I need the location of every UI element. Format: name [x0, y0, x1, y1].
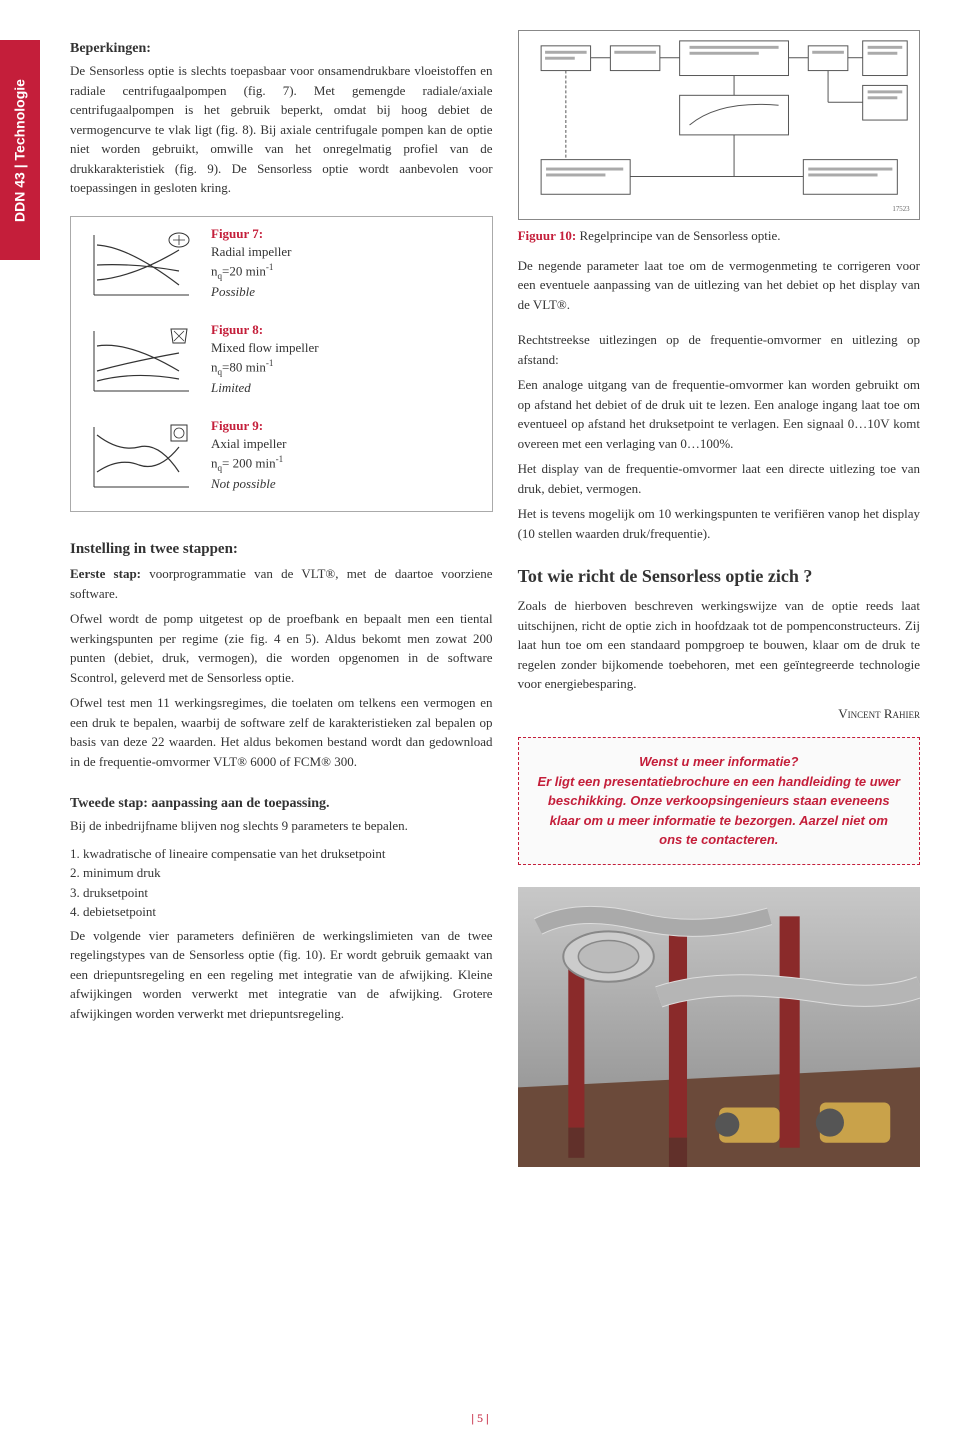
- beperkingen-body: De Sensorless optie is slechts toepasbaa…: [70, 61, 493, 198]
- figure-9-caption: Figuur 9: Axial impeller nq= 200 min-1 N…: [211, 417, 286, 493]
- figure-8-line1: Mixed flow impeller: [211, 339, 319, 357]
- figure-9-row: Figuur 9: Axial impeller nq= 200 min-1 N…: [79, 417, 484, 499]
- right-p3: Een analoge uitgang van de frequentie-om…: [518, 375, 920, 453]
- param-1: 1. kwadratische of lineaire compensatie …: [70, 844, 493, 864]
- figure-10-text: Regelprincipe van de Sensorless optie.: [576, 228, 780, 243]
- tweede-stap-heading: Tweede stap: aanpassing aan de toepassin…: [70, 793, 493, 814]
- figure-8-line3: Limited: [211, 379, 319, 397]
- info-callout: Wenst u meer informatie? Er ligt een pre…: [518, 737, 920, 865]
- figure-8-row: Figuur 8: Mixed flow impeller nq=80 min-…: [79, 321, 484, 403]
- figure-8-caption: Figuur 8: Mixed flow impeller nq=80 min-…: [211, 321, 319, 397]
- svg-text:17523: 17523: [892, 206, 910, 213]
- param-3: 3. druksetpoint: [70, 883, 493, 903]
- page-number: | 5 |: [471, 1409, 488, 1427]
- target-body: Zoals de hierboven beschreven werkingswi…: [518, 596, 920, 694]
- instelling-heading: Instelling in twee stappen:: [70, 538, 493, 561]
- beperkingen-heading: Beperkingen:: [70, 38, 493, 59]
- tweede-stap-tail: De volgende vier parameters definiëren d…: [70, 926, 493, 1024]
- callout-line1: Wenst u meer informatie?: [537, 752, 901, 772]
- sidebar-tab-label: DDN 43 | Technologie: [10, 61, 31, 241]
- param-2: 2. minimum druk: [70, 863, 493, 883]
- callout-line2: Er ligt een presentatiebrochure en een h…: [537, 772, 901, 850]
- figure-9-line2: nq= 200 min-1: [211, 453, 286, 475]
- figure-7-line1: Radial impeller: [211, 243, 292, 261]
- figure-9-line1: Axial impeller: [211, 435, 286, 453]
- figure-9-thumb: [79, 417, 199, 499]
- eerste-stap-p3: Ofwel test men 11 werkingsregimes, die t…: [70, 693, 493, 771]
- industrial-photo: [518, 887, 920, 1167]
- right-column: 17523 Figuur 10: Regelprincipe van de Se…: [518, 30, 920, 1167]
- figure-9-line3: Not possible: [211, 475, 286, 493]
- eerste-stap-p1: Eerste stap: voorprogrammatie van de VLT…: [70, 564, 493, 603]
- param-4: 4. debietsetpoint: [70, 902, 493, 922]
- figure-10-caption: Figuur 10: Regelprincipe van de Sensorle…: [518, 226, 920, 246]
- right-p5: Het is tevens mogelijk om 10 werkingspun…: [518, 504, 920, 543]
- sidebar-tab: DDN 43 | Technologie: [0, 40, 40, 260]
- figure-7-thumb: [79, 225, 199, 307]
- figures-box: Figuur 7: Radial impeller nq=20 min-1 Po…: [70, 216, 493, 512]
- figure-8-thumb: [79, 321, 199, 403]
- right-p2: Rechtstreekse uitlezingen op de frequent…: [518, 330, 920, 369]
- right-p1: De negende parameter laat toe om de verm…: [518, 256, 920, 315]
- target-heading: Tot wie richt de Sensorless optie zich ?: [518, 563, 920, 590]
- figure-7-caption: Figuur 7: Radial impeller nq=20 min-1 Po…: [211, 225, 292, 301]
- figure-7-row: Figuur 7: Radial impeller nq=20 min-1 Po…: [79, 225, 484, 307]
- tweede-stap-intro: Bij de inbedrijfname blijven nog slechts…: [70, 816, 493, 836]
- figure-10-label: Figuur 10:: [518, 228, 577, 243]
- figure-8-line2: nq=80 min-1: [211, 357, 319, 379]
- figure-7-line3: Possible: [211, 283, 292, 301]
- eerste-stap-p2: Ofwel wordt de pomp uitgetest op de proe…: [70, 609, 493, 687]
- figure-7-title: Figuur 7:: [211, 225, 292, 243]
- figure-9-title: Figuur 9:: [211, 417, 286, 435]
- figure-10-diagram: 17523: [518, 30, 920, 220]
- param-list: 1. kwadratische of lineaire compensatie …: [70, 844, 493, 922]
- figure-8-title: Figuur 8:: [211, 321, 319, 339]
- left-column: Beperkingen: De Sensorless optie is slec…: [70, 30, 493, 1167]
- right-p4: Het display van de frequentie-omvormer l…: [518, 459, 920, 498]
- two-column-layout: Beperkingen: De Sensorless optie is slec…: [70, 30, 920, 1167]
- figure-7-line2: nq=20 min-1: [211, 261, 292, 283]
- author-name: Vincent Rahier: [518, 704, 920, 724]
